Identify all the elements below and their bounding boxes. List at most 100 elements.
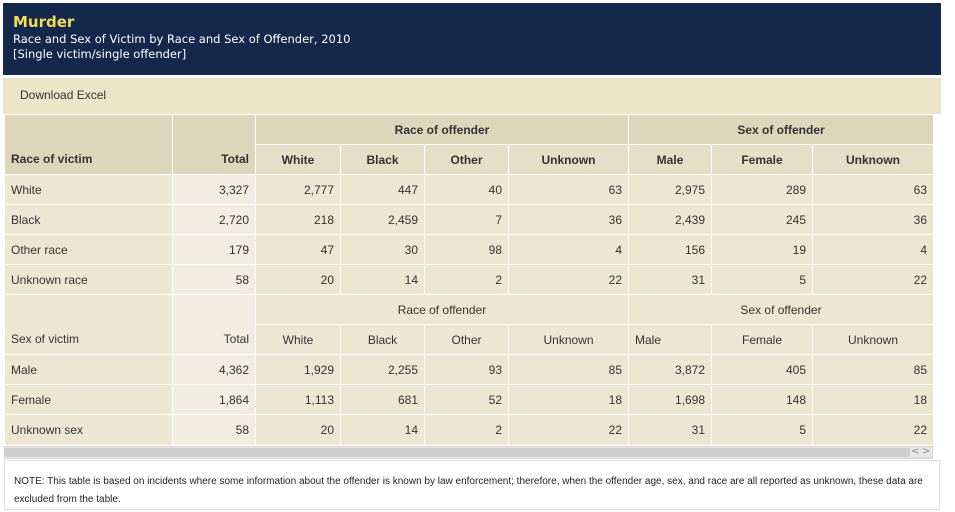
cell-black: 2,255	[340, 354, 425, 385]
cell-female: 5	[711, 264, 813, 295]
cell-male: 31	[628, 414, 712, 446]
cell-male: 2,975	[628, 174, 712, 205]
cell-total: 1,864	[172, 384, 256, 415]
cell-unknown-sex: 22	[812, 264, 934, 295]
table-row: White 3,327 2,777 447 40 63 2,975 289 63	[4, 174, 934, 205]
cell-black: 447	[340, 174, 425, 205]
cell-female: 289	[711, 174, 813, 205]
page-header: Murder Race and Sex of Victim by Race an…	[3, 3, 941, 75]
cell-black: 14	[340, 264, 425, 295]
cell-total: 58	[172, 264, 256, 295]
row-label: Black	[4, 204, 173, 235]
cell-male: 156	[628, 234, 712, 265]
cell-female: 19	[711, 234, 813, 265]
scroll-right-icon[interactable]: >	[922, 446, 931, 457]
cell-unknown-sex: 18	[812, 384, 934, 415]
cell-white: 1,929	[255, 354, 341, 385]
cell-white: 20	[255, 414, 341, 446]
header-unknown-sex: Unknown	[812, 144, 934, 175]
page-subtitle-note: [Single victim/single offender]	[13, 47, 187, 61]
header-race-victim: Race of victim	[11, 152, 93, 166]
header-unknown-sex-2: Unknown	[812, 324, 934, 355]
group-header-sex-offender-2: Sex of offender	[628, 294, 934, 325]
cell-unknown-sex: 36	[812, 204, 934, 235]
cell-white: 20	[255, 264, 341, 295]
table-row: Black 2,720 218 2,459 7 36 2,439 245 36	[4, 204, 934, 235]
cell-black: 681	[340, 384, 425, 415]
cell-black: 2,459	[340, 204, 425, 235]
header-total: Total	[221, 152, 249, 166]
horizontal-scrollbar[interactable]: < < >	[4, 446, 933, 459]
cell-white: 1,113	[255, 384, 341, 415]
header-cell-total-2: Total	[172, 294, 256, 355]
header-female-2: Female	[711, 324, 813, 355]
header-total-2: Total	[223, 332, 249, 346]
table-row: Unknown race 58 20 14 2 22 31 5 22	[4, 264, 934, 295]
cell-unknown: 85	[508, 354, 629, 385]
table-row: Unknown sex 58 20 14 2 22 31 5 22	[4, 414, 934, 446]
cell-male: 31	[628, 264, 712, 295]
header-cell-total: Total	[172, 114, 256, 175]
row-label: White	[4, 174, 173, 205]
cell-unknown: 4	[508, 234, 629, 265]
header-white: White	[255, 144, 341, 175]
header-other: Other	[424, 144, 509, 175]
table-row: Other race 179 47 30 98 4 156 19 4	[4, 234, 934, 265]
cell-unknown-sex: 85	[812, 354, 934, 385]
cell-unknown-sex: 63	[812, 174, 934, 205]
table-row: Male 4,362 1,929 2,255 93 85 3,872 405 8…	[4, 354, 934, 385]
cell-other: 93	[424, 354, 509, 385]
cell-unknown: 18	[508, 384, 629, 415]
cell-white: 218	[255, 204, 341, 235]
cell-other: 2	[424, 264, 509, 295]
cell-female: 5	[711, 414, 813, 446]
cell-white: 47	[255, 234, 341, 265]
row-label: Unknown race	[4, 264, 173, 295]
group-header-race-offender: Race of offender	[255, 114, 629, 145]
scroll-left-icon[interactable]: <	[911, 446, 920, 457]
cell-total: 58	[172, 414, 256, 446]
cell-female: 405	[711, 354, 813, 385]
row-label: Unknown sex	[4, 414, 173, 446]
header-male: Male	[628, 144, 712, 175]
toolbar: Download Excel	[3, 78, 941, 114]
data-table: Race of victim Total Race of offender Se…	[4, 114, 934, 446]
download-excel-link[interactable]: Download Excel	[20, 88, 107, 102]
cell-female: 148	[711, 384, 813, 415]
header-sex-victim: Sex of victim	[11, 332, 80, 346]
cell-white: 2,777	[255, 174, 341, 205]
cell-male: 1,698	[628, 384, 712, 415]
cell-male: 3,872	[628, 354, 712, 385]
header-unknown-2: Unknown	[508, 324, 629, 355]
cell-other: 52	[424, 384, 509, 415]
page-subtitle: Race and Sex of Victim by Race and Sex o…	[13, 32, 351, 46]
cell-male: 2,439	[628, 204, 712, 235]
header-unknown: Unknown	[508, 144, 629, 175]
row-label: Male	[4, 354, 173, 385]
header-black-2: Black	[340, 324, 425, 355]
cell-black: 14	[340, 414, 425, 446]
cell-total: 4,362	[172, 354, 256, 385]
group-header-race-offender-2: Race of offender	[255, 294, 629, 325]
row-label: Other race	[4, 234, 173, 265]
header-female: Female	[711, 144, 813, 175]
header-cell-sex-victim: Sex of victim	[4, 294, 173, 355]
group-header-sex-offender: Sex of offender	[628, 114, 934, 145]
cell-other: 98	[424, 234, 509, 265]
table-note: NOTE: This table is based on incidents w…	[4, 460, 940, 510]
cell-unknown: 22	[508, 414, 629, 446]
cell-other: 2	[424, 414, 509, 446]
cell-total: 3,327	[172, 174, 256, 205]
cell-other: 40	[424, 174, 509, 205]
table-row: Female 1,864 1,113 681 52 18 1,698 148 1…	[4, 384, 934, 415]
cell-total: 2,720	[172, 204, 256, 235]
cell-unknown-sex: 4	[812, 234, 934, 265]
header-male-2: Male	[628, 324, 712, 355]
cell-other: 7	[424, 204, 509, 235]
cell-total: 179	[172, 234, 256, 265]
cell-unknown: 36	[508, 204, 629, 235]
header-other-2: Other	[424, 324, 509, 355]
scrollbar-thumb[interactable]	[5, 448, 910, 457]
cell-female: 245	[711, 204, 813, 235]
cell-black: 30	[340, 234, 425, 265]
